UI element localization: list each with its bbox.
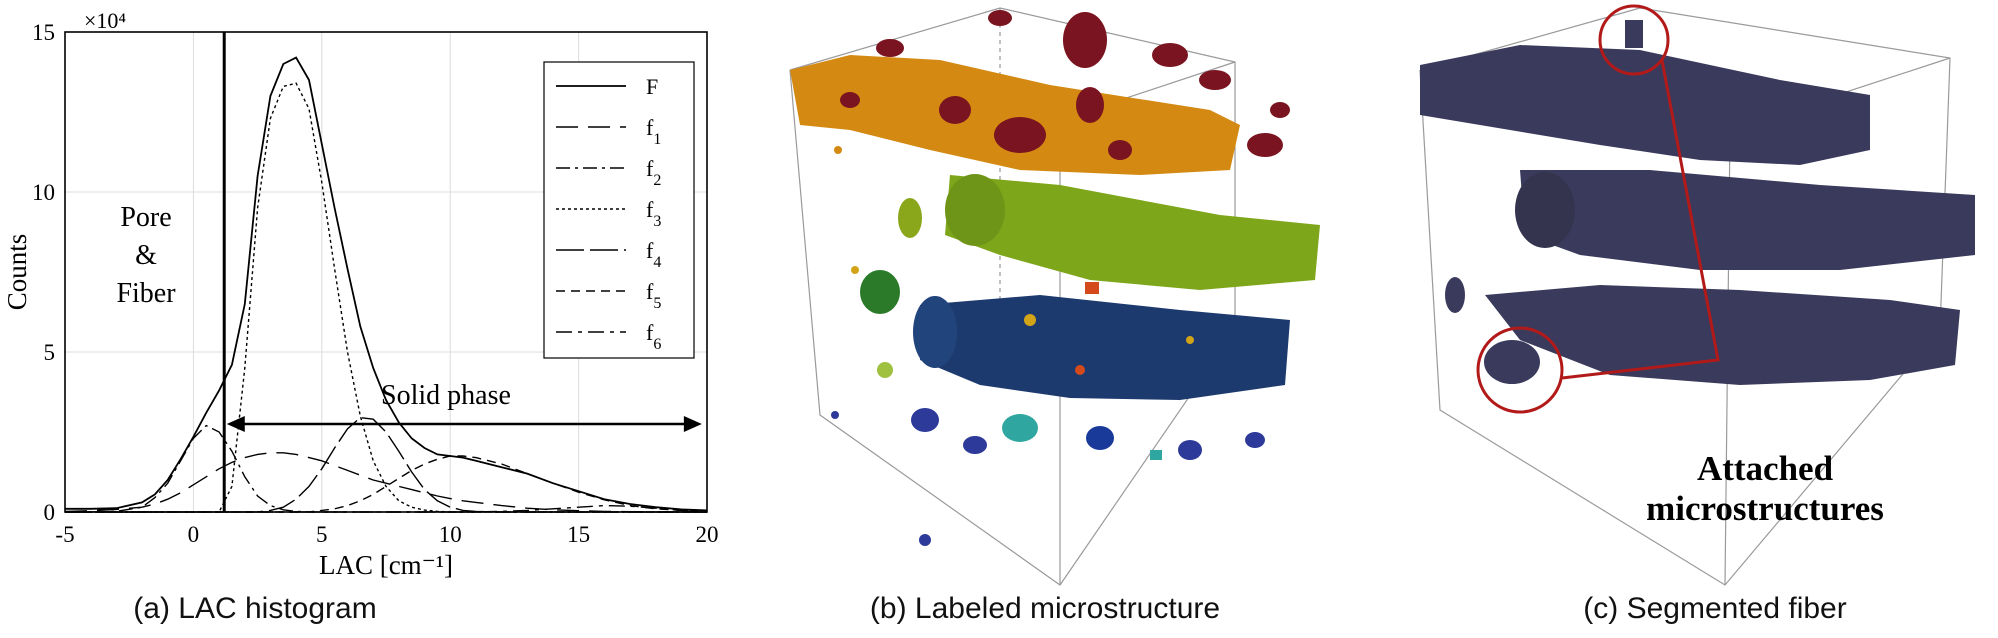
dark-red-particles	[840, 10, 1290, 160]
x-tick-label: 10	[439, 522, 462, 547]
pore-label-line1: Pore	[120, 202, 171, 233]
blue-fiber	[920, 295, 1290, 400]
legend-label-F: F	[646, 74, 658, 99]
attached-annotation-line2: microstructures	[1646, 489, 1884, 528]
pore-label-line3: Fiber	[116, 278, 176, 309]
attached-annotation-line1: Attached	[1697, 449, 1834, 488]
top-attached-structure	[1625, 20, 1643, 48]
caption-b: (b) Labeled microstructure	[869, 592, 1221, 625]
orange-fiber	[790, 55, 1240, 175]
solid-phase-label: Solid phase	[381, 380, 511, 411]
plot-frame	[64, 31, 708, 513]
labeled-microstructure-image	[789, 7, 1320, 586]
y-axis-label: Counts	[2, 234, 32, 311]
panel-a-histogram: -5 0 5 10 15 20 0 5 10 15 ×10⁴ Counts LAC [cm⁻¹] …	[0, 0, 720, 638]
x-tick-label: -5	[55, 522, 74, 547]
y-tick-label: 10	[32, 180, 55, 205]
middle-fiber-end	[1515, 172, 1575, 248]
y-tick-label: 5	[44, 340, 56, 365]
attachment-highlights	[1476, 4, 1720, 414]
bottom-fiber	[1485, 285, 1960, 385]
green-fiber	[945, 175, 1320, 290]
legend-box	[543, 61, 695, 359]
x-axis-label: LAC [cm⁻¹]	[319, 550, 453, 580]
series-line-f1	[64, 452, 707, 513]
pore-label-line2: &	[135, 240, 157, 271]
middle-fiber	[1520, 170, 1975, 270]
blue-fiber-end	[913, 296, 957, 368]
y-tick-label: 15	[32, 20, 55, 45]
series-line-f2	[65, 424, 707, 513]
segmented-fiber-image: Attached microstructures	[1419, 4, 1975, 586]
x-tick-label: 0	[188, 522, 200, 547]
chart-annotations	[222, 32, 702, 512]
series-line-f5	[65, 455, 708, 513]
bottom-attached-structure	[1484, 340, 1540, 384]
x-tick-label: 15	[567, 522, 590, 547]
bottom-left-fragment	[1445, 277, 1465, 313]
panel-b-labeled-microstructure: (b) Labeled microstructure	[760, 0, 1340, 638]
chart-axes	[64, 31, 708, 513]
dark-green-particle	[860, 270, 900, 314]
green-fiber-end	[945, 174, 1005, 246]
small-particles	[831, 146, 1265, 546]
y-multiplier-label: ×10⁴	[84, 8, 126, 33]
x-tick-label: 20	[696, 522, 719, 547]
caption-a: (a) LAC histogram	[133, 592, 377, 625]
series-line-f4	[65, 416, 707, 513]
top-fiber	[1420, 45, 1870, 165]
solid-phase-arrowhead-right	[683, 416, 702, 432]
solid-phase-arrowhead-left	[226, 416, 245, 432]
green-particle	[898, 198, 922, 238]
panel-c-segmented-fiber: Attached microstructures (c) Segmented f…	[1400, 0, 1998, 638]
y-tick-label: 0	[44, 500, 56, 525]
caption-c: (c) Segmented fiber	[1583, 592, 1847, 625]
x-tick-label: 5	[316, 522, 328, 547]
